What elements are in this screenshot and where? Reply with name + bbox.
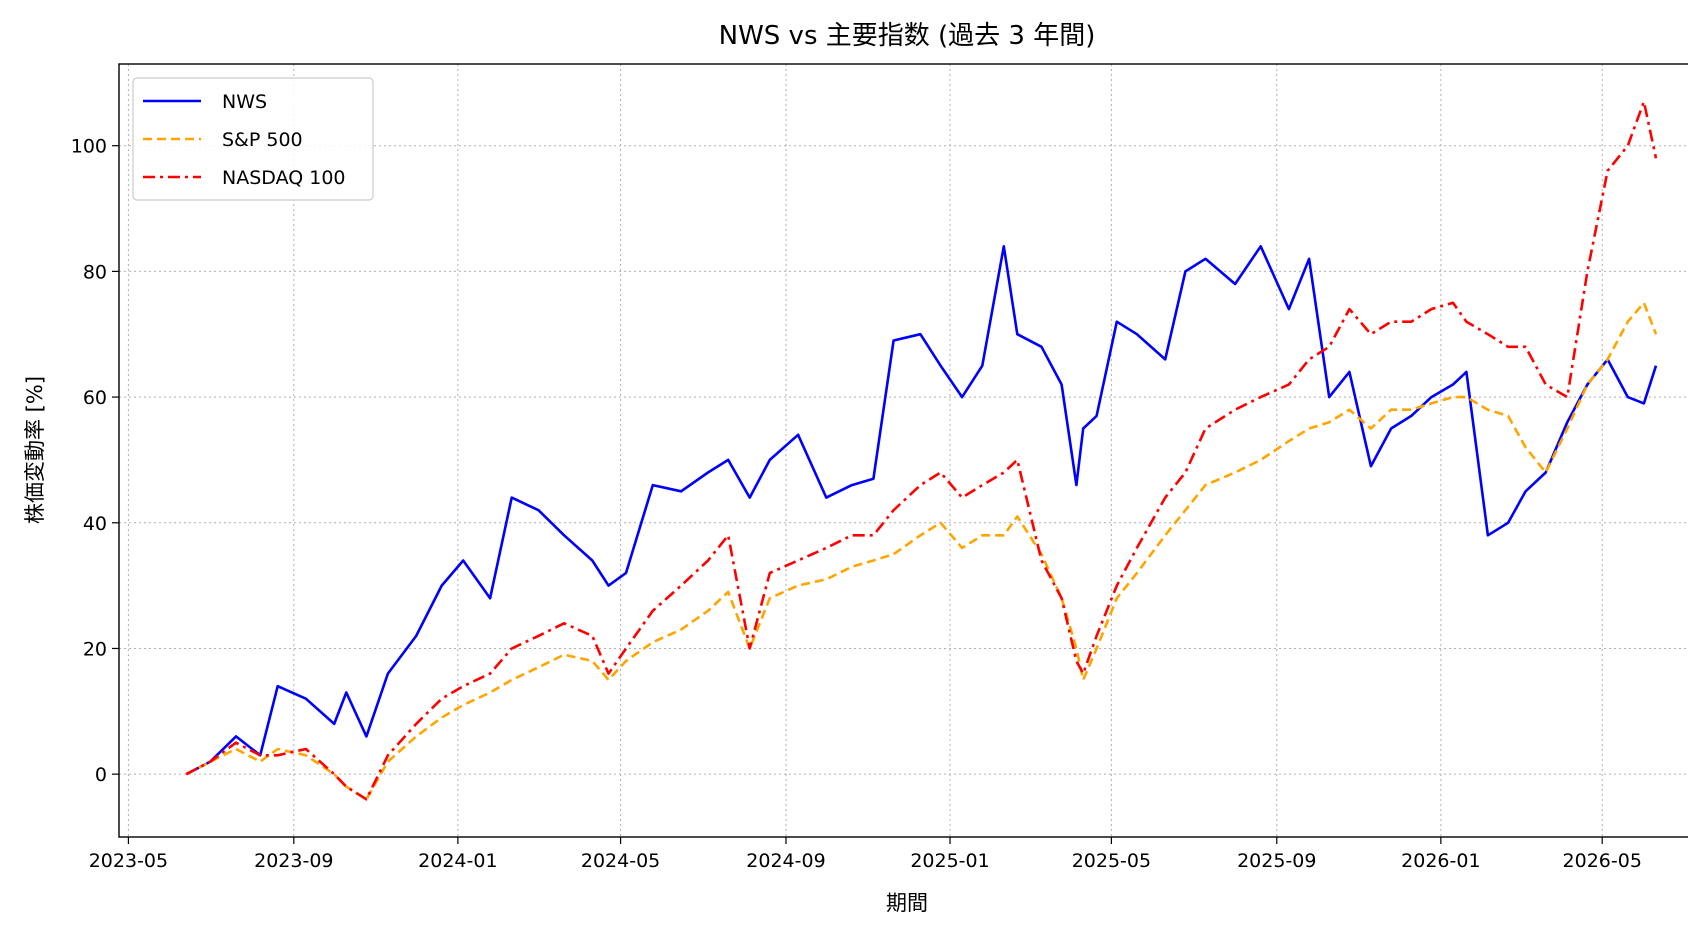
legend: NWS S&P 500 NASDAQ 100 [132,77,374,201]
x-tick-label: 2025-01 [910,850,989,872]
legend-box [132,77,374,201]
plot-frame [118,63,1688,838]
x-tick-label: 2024-05 [581,850,660,872]
series-line-1 [185,301,1658,801]
x-tick-label: 2026-01 [1401,850,1480,872]
y-tick-label: 0 [95,764,107,786]
y-axis: 0 20 40 60 80 100 [71,136,119,786]
x-tick-label: 2023-09 [254,850,333,872]
x-axis-label: 期間 [886,891,928,915]
x-tick-label: 2024-01 [418,850,497,872]
series-line-2 [185,100,1658,801]
legend-label: S&P 500 [222,129,303,151]
y-tick-label: 40 [83,513,107,535]
legend-label: NWS [222,91,267,113]
y-tick-label: 80 [83,261,107,283]
series-line-0 [185,245,1658,776]
x-tick-label: 2025-05 [1072,850,1151,872]
x-tick-label: 2023-05 [89,850,168,872]
x-tick-label: 2024-09 [746,850,825,872]
x-tick-label: 2025-09 [1237,850,1316,872]
y-axis-label: 株価変動率 [%] [23,376,47,524]
x-tick-label: 2026-05 [1563,850,1642,872]
x-axis: 2023-05 2023-09 2024-01 2024-05 2024-09 2025-… [89,837,1642,872]
y-tick-label: 20 [83,638,107,660]
series-layer [185,100,1658,801]
y-tick-label: 100 [71,136,107,158]
legend-label: NASDAQ 100 [222,167,346,189]
chart-title: NWS vs 主要指数 (過去 3 年間) [719,21,1096,51]
y-tick-label: 60 [83,387,107,409]
